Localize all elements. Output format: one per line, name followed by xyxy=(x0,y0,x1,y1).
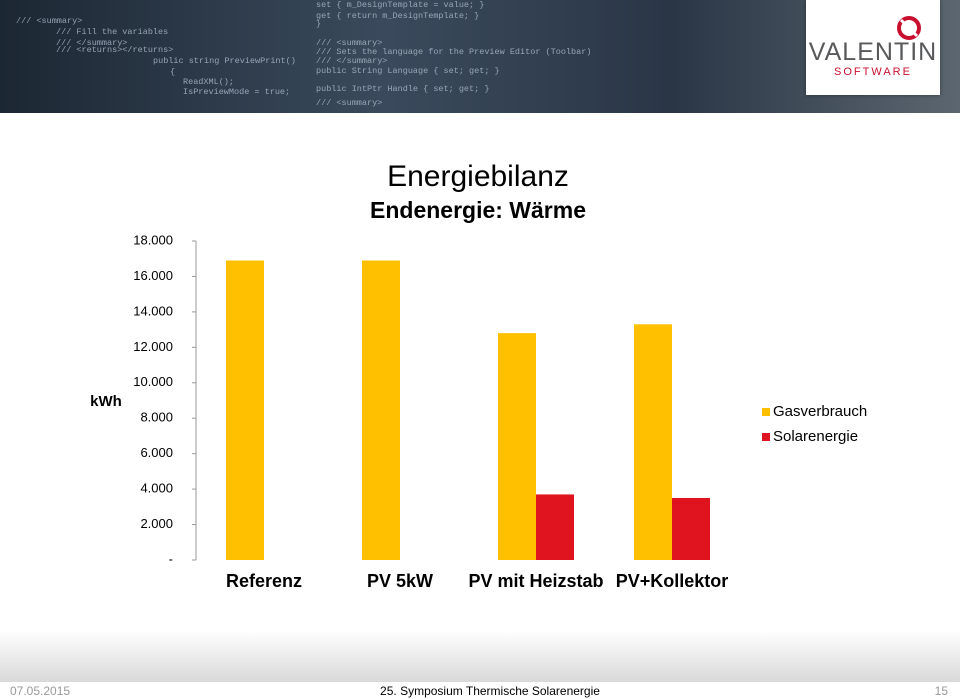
chart: Energiebilanz Endenergie: Wärme kWh - 2.0… xyxy=(90,160,867,567)
footer-event: 25. Symposium Thermische Solarenergie xyxy=(380,684,600,698)
legend-swatch xyxy=(762,408,770,416)
bar xyxy=(536,494,574,560)
footer-page: 15 xyxy=(934,684,948,698)
bar xyxy=(226,260,264,560)
code-line: ReadXML(); xyxy=(183,77,235,87)
chart-subtitle: Endenergie: Wärme xyxy=(370,197,586,223)
y-tick-label: 16.000 xyxy=(133,268,173,283)
footer-band xyxy=(0,630,960,682)
x-tick-label: Referenz xyxy=(225,571,303,591)
code-line: /// <summary> xyxy=(316,38,383,48)
y-tick-label: 8.000 xyxy=(140,410,173,425)
code-line: /// </summary> xyxy=(316,56,388,66)
logo-icon xyxy=(897,16,921,40)
y-tick-label: 6.000 xyxy=(140,445,173,460)
x-tick-label: PV mit Heizstab xyxy=(468,571,604,591)
y-tick-label: 10.000 xyxy=(133,374,173,389)
header-banner: /// <summary> /// Fill the variables ///… xyxy=(0,0,960,113)
y-tick-label: 14.000 xyxy=(133,303,173,318)
code-line: /// Fill the variables xyxy=(56,27,169,37)
bar xyxy=(672,497,710,560)
code-line: /// <summary> xyxy=(16,16,83,26)
legend-swatch xyxy=(762,433,770,441)
code-line: get { return m_DesignTemplate; } xyxy=(316,11,480,21)
x-tick-label: PV 5kW xyxy=(366,571,434,591)
logo-name: VALENTIN xyxy=(808,38,938,66)
y-tick-label: 12.000 xyxy=(133,339,173,354)
footer-date: 07.05.2015 xyxy=(10,684,71,698)
y-tick-label: 2.000 xyxy=(140,516,173,531)
bar xyxy=(634,324,672,560)
code-line: public string PreviewPrint() xyxy=(153,56,296,66)
y-tick-label: - xyxy=(169,551,173,566)
y-tick-label: 4.000 xyxy=(140,481,173,496)
code-line: /// <summary> xyxy=(316,98,383,108)
code-line: public IntPtr Handle { set; get; } xyxy=(316,84,490,94)
chart-title: Energiebilanz xyxy=(387,160,569,193)
bar xyxy=(362,260,400,560)
legend-label: Solarenergie xyxy=(773,428,858,445)
code-line: IsPreviewMode = true; xyxy=(183,87,291,97)
logo: VALENTIN SOFTWARE xyxy=(806,0,940,95)
code-line: set { m_DesignTemplate = value; } xyxy=(316,0,485,10)
y-tick-label: 18.000 xyxy=(133,232,173,247)
code-line: /// <returns></returns> xyxy=(56,45,174,55)
x-tick-label: PV+Kollektor xyxy=(615,571,729,591)
legend-label: Gasverbrauch xyxy=(773,403,867,420)
code-line: /// </summary> xyxy=(56,38,128,48)
code-line: public String Language { set; get; } xyxy=(316,66,500,76)
code-line: } xyxy=(316,19,322,29)
bar xyxy=(498,333,536,560)
logo-subtitle: SOFTWARE xyxy=(834,66,912,78)
code-line: /// Sets the language for the Preview Ed… xyxy=(316,47,592,57)
code-line: { xyxy=(170,67,176,77)
y-axis-label: kWh xyxy=(90,393,122,410)
